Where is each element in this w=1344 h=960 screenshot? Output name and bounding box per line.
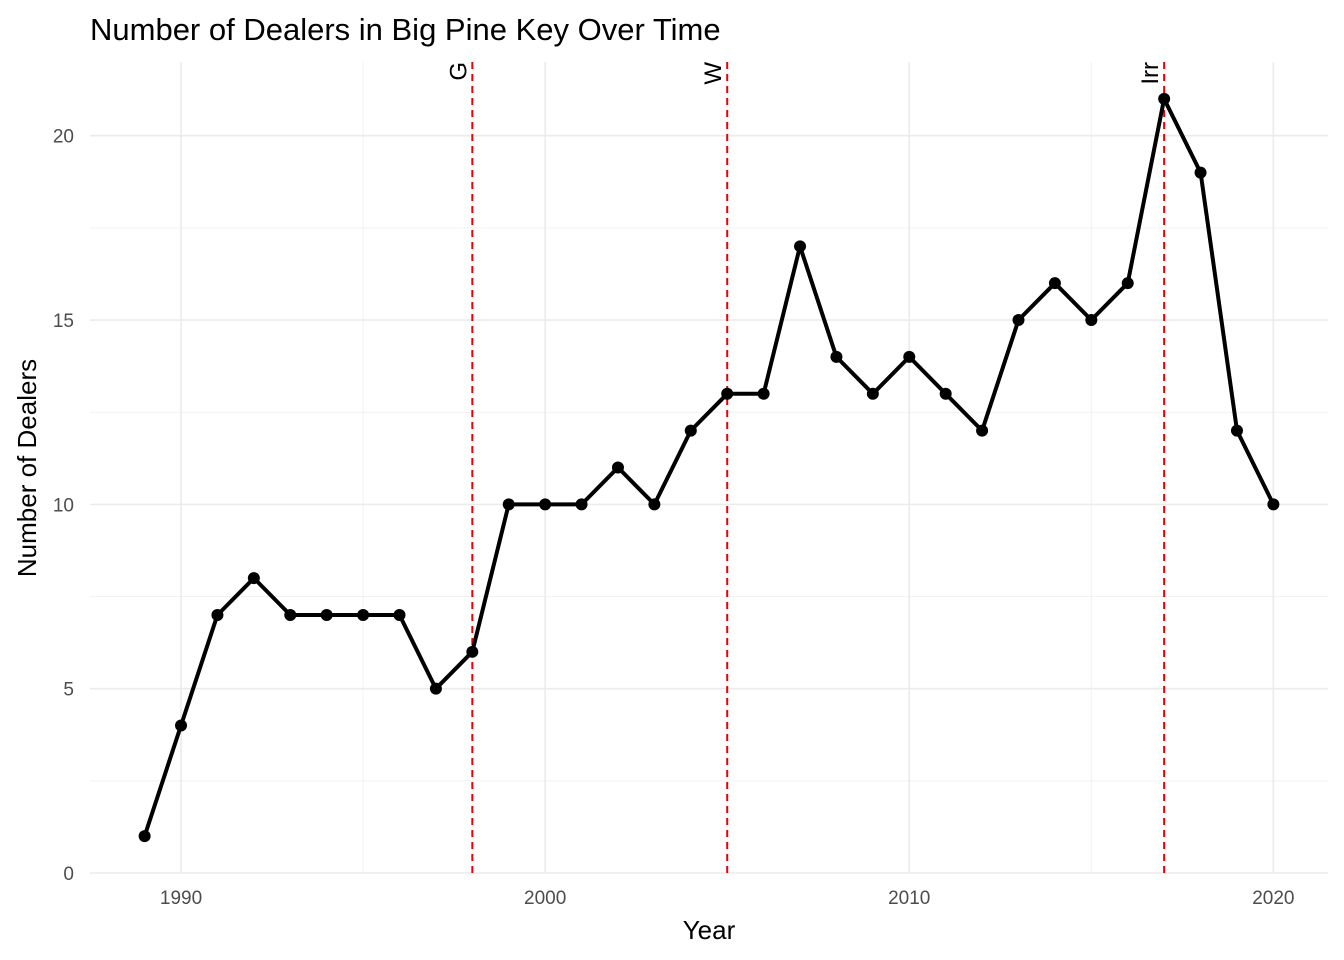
y-tick-label: 15 [53, 311, 74, 332]
data-point [357, 608, 370, 621]
data-point [502, 498, 515, 511]
data-point [247, 572, 260, 585]
data-point [939, 387, 952, 400]
data-point [611, 461, 624, 474]
x-tick-label: 2000 [524, 888, 566, 909]
data-point [794, 240, 807, 253]
x-tick-label: 2020 [1252, 888, 1294, 909]
y-axis-title: Number of Dealers [12, 359, 42, 577]
data-point [1158, 92, 1171, 105]
x-tick-label: 1990 [160, 888, 202, 909]
x-tick-label: 2010 [888, 888, 930, 909]
y-tick-label: 20 [53, 127, 74, 148]
data-point [138, 830, 151, 843]
data-point [1267, 498, 1280, 511]
series-line [142, 96, 1276, 839]
data-point [284, 608, 297, 621]
data-point [1121, 277, 1134, 290]
data-point [866, 387, 879, 400]
grid-lines [90, 62, 1328, 874]
data-point [1012, 314, 1025, 327]
data-point [211, 608, 224, 621]
data-point [1230, 424, 1243, 437]
data-point [429, 682, 442, 695]
y-tick-label: 10 [53, 495, 74, 516]
event-markers: G W Irr [445, 62, 1166, 873]
data-point [903, 350, 916, 363]
event-label: W [700, 62, 727, 85]
x-axis-ticks: 1990 2000 2010 2020 [160, 888, 1295, 909]
data-point [320, 608, 333, 621]
data-point [393, 608, 406, 621]
y-tick-label: 0 [63, 864, 74, 885]
event-label: Irr [1137, 62, 1164, 85]
data-point [721, 387, 734, 400]
data-point [575, 498, 588, 511]
y-tick-label: 5 [63, 680, 74, 701]
data-point [466, 645, 479, 658]
chart-title: Number of Dealers in Big Pine Key Over T… [90, 12, 721, 47]
data-series [138, 92, 1280, 843]
data-point [1194, 166, 1207, 179]
data-point [175, 719, 188, 732]
data-point [684, 424, 697, 437]
data-point [648, 498, 661, 511]
data-point [1048, 277, 1061, 290]
data-point [539, 498, 552, 511]
x-axis-title: Year [683, 915, 736, 945]
data-point [830, 350, 843, 363]
data-point [757, 387, 770, 400]
event-label: G [445, 62, 472, 81]
data-point [1085, 314, 1098, 327]
data-point [976, 424, 989, 437]
y-axis-ticks: 0 5 10 15 20 [53, 127, 74, 885]
